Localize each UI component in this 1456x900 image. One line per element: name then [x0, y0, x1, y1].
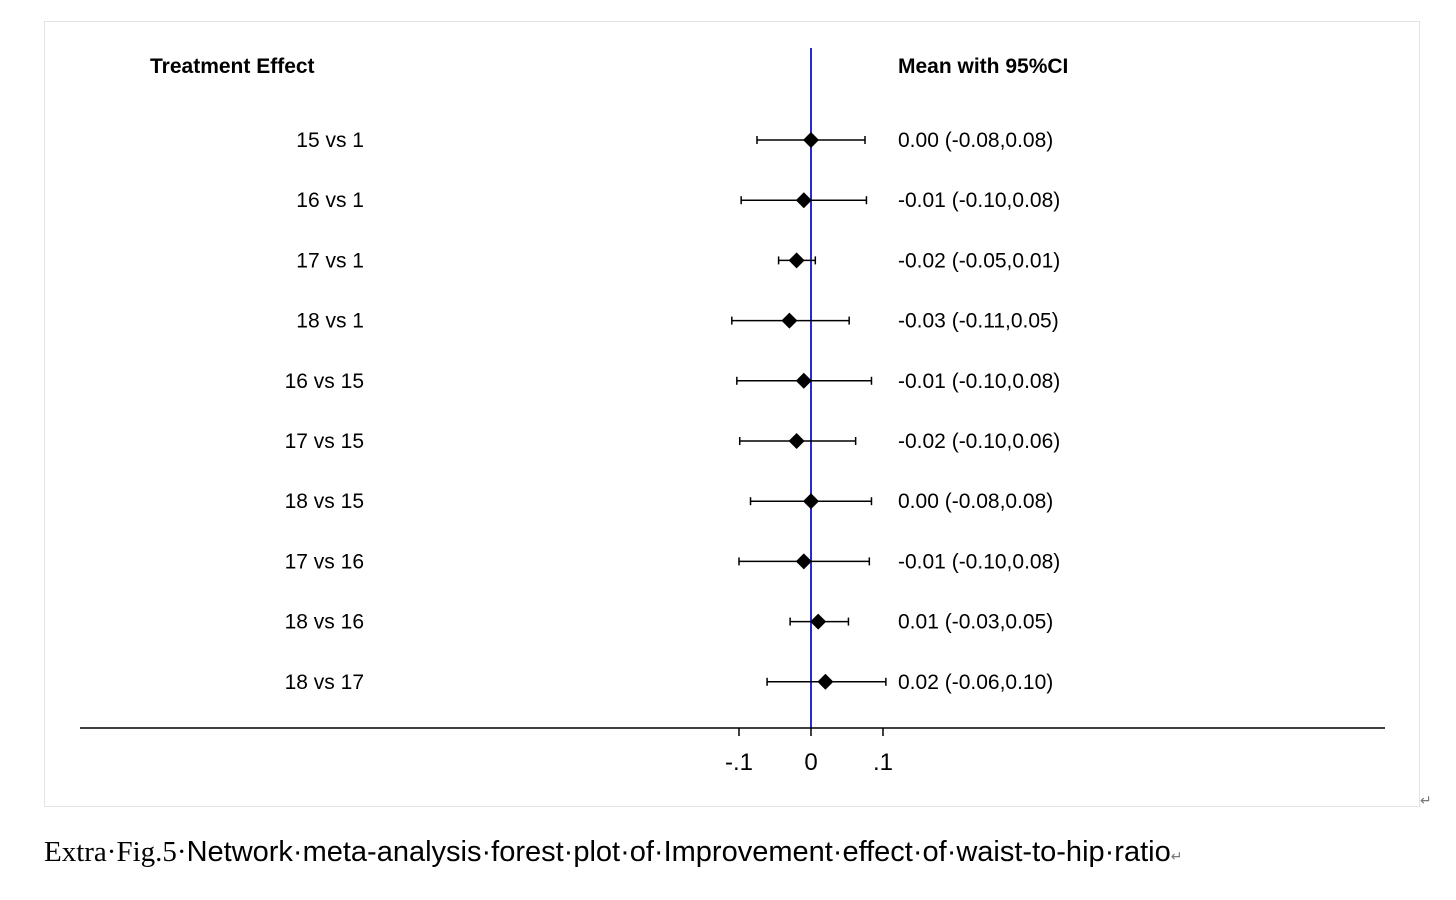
forest-row: 18 vs 16 0.01 (-0.03,0.05)	[285, 611, 1054, 634]
row-label: 18 vs 16	[285, 611, 364, 634]
mean-marker	[803, 132, 819, 148]
mean-marker	[795, 372, 812, 389]
mean-marker	[795, 553, 812, 570]
forest-row: 17 vs 16 -0.01 (-0.10,0.08)	[285, 550, 1061, 573]
forest-row: 15 vs 1 0.00 (-0.08,0.08)	[296, 129, 1053, 152]
caption-figure-number: Extra·Fig.5·	[44, 836, 187, 868]
row-label: 16 vs 15	[285, 370, 364, 393]
caption-text: Network·meta-analysis·forest·plot·of·Imp…	[186, 836, 1171, 868]
row-label: 16 vs 1	[296, 189, 364, 212]
mean-marker	[795, 192, 812, 209]
figure-caption: Extra·Fig.5·Network·meta-analysis·forest…	[44, 836, 1182, 869]
ci-text: 0.00 (-0.08,0.08)	[898, 490, 1053, 513]
ci-text: 0.02 (-0.06,0.10)	[898, 671, 1053, 694]
forest-row: 16 vs 15 -0.01 (-0.10,0.08)	[285, 370, 1061, 393]
ci-text: 0.00 (-0.08,0.08)	[898, 129, 1053, 152]
x-tick-label: .1	[873, 749, 893, 776]
forest-row: 17 vs 15 -0.02 (-0.10,0.06)	[285, 430, 1061, 453]
left-header: Treatment Effect	[150, 55, 315, 78]
mean-marker	[788, 252, 805, 269]
row-label: 18 vs 17	[285, 671, 364, 694]
x-tick-label: -.1	[725, 749, 753, 776]
forest-row: 17 vs 1 -0.02 (-0.05,0.01)	[296, 249, 1060, 272]
row-label: 18 vs 1	[296, 310, 364, 333]
x-tick-label: 0	[804, 749, 817, 776]
row-label: 17 vs 15	[285, 430, 364, 453]
mean-marker	[781, 312, 798, 329]
row-label: 17 vs 16	[285, 550, 364, 573]
mean-marker	[810, 613, 827, 630]
ci-text: -0.02 (-0.05,0.01)	[898, 249, 1060, 272]
mean-marker	[788, 433, 805, 449]
row-label: 15 vs 1	[296, 129, 364, 152]
forest-row: 18 vs 15 0.00 (-0.08,0.08)	[285, 490, 1054, 513]
ci-text: -0.01 (-0.10,0.08)	[898, 370, 1060, 393]
forest-row: 18 vs 1 -0.03 (-0.11,0.05)	[296, 310, 1058, 333]
forest-row: 18 vs 17 0.02 (-0.06,0.10)	[285, 671, 1054, 694]
ci-text: -0.01 (-0.10,0.08)	[898, 550, 1060, 573]
ci-text: -0.01 (-0.10,0.08)	[898, 189, 1060, 212]
mean-marker	[803, 493, 819, 510]
row-label: 18 vs 15	[285, 490, 364, 513]
ci-text: -0.03 (-0.11,0.05)	[898, 310, 1059, 333]
paragraph-mark: ↵	[1420, 792, 1432, 808]
mean-marker	[817, 673, 834, 690]
ci-text: 0.01 (-0.03,0.05)	[898, 611, 1053, 634]
right-header: Mean with 95%CI	[898, 55, 1068, 78]
caption-paragraph-mark: ↵	[1170, 848, 1183, 864]
ci-text: -0.02 (-0.10,0.06)	[898, 430, 1060, 453]
row-label: 17 vs 1	[296, 249, 364, 272]
forest-row: 16 vs 1 -0.01 (-0.10,0.08)	[296, 189, 1060, 212]
figure-frame	[44, 21, 1420, 807]
